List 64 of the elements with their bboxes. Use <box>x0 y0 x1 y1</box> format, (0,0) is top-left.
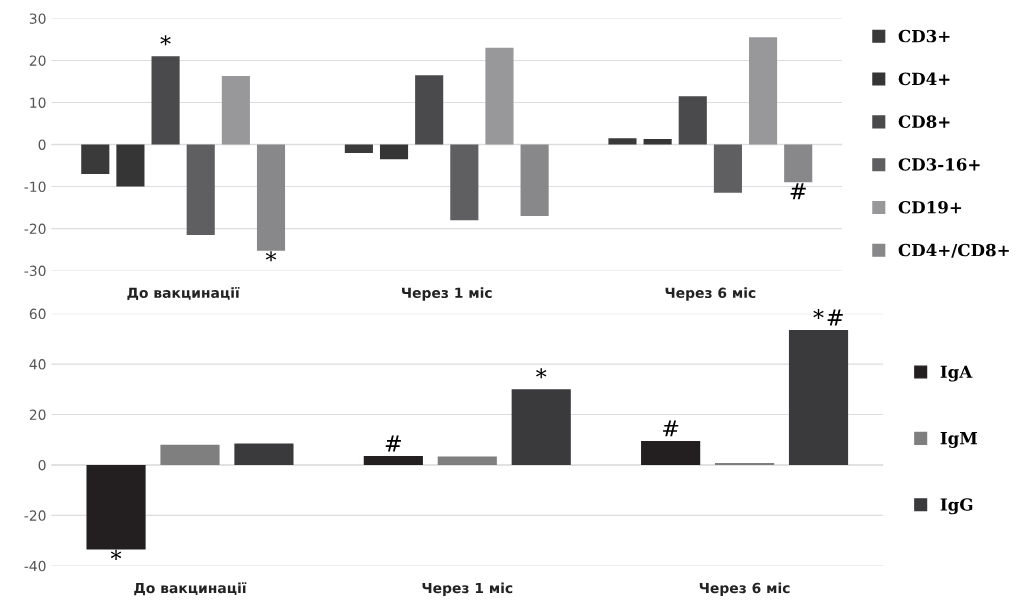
legend-label: IgM <box>940 432 977 448</box>
y-tick-label: 10 <box>30 97 46 108</box>
legend-label: IgA <box>940 365 973 382</box>
y-tick-label: -20 <box>24 510 46 521</box>
y-tick-label: -30 <box>24 265 46 277</box>
legend-label: CD8+ <box>898 115 950 128</box>
bar <box>186 144 215 235</box>
y-tick-label: 60 <box>29 308 46 320</box>
y-tick-label: -20 <box>24 223 46 235</box>
bar <box>86 464 146 550</box>
bar <box>788 330 849 465</box>
annotation: * <box>265 251 277 262</box>
bar <box>160 444 220 465</box>
annotation: # <box>827 309 843 326</box>
legend-label: CD4+/CD8+ <box>898 243 1009 258</box>
bar <box>363 456 423 465</box>
annotation: * <box>536 368 547 379</box>
bar <box>151 56 180 145</box>
annotation: * <box>110 549 122 560</box>
bar <box>641 440 701 465</box>
y-tick-label: 20 <box>29 409 46 420</box>
x-tick-label: До вакцинації <box>134 582 247 596</box>
bar <box>715 462 775 465</box>
bar <box>450 144 479 221</box>
legend-label: CD3-16+ <box>898 158 980 171</box>
bar <box>713 144 742 193</box>
y-tick-label: -10 <box>24 181 46 193</box>
y-tick-label: 30 <box>29 13 46 24</box>
x-tick-label: До вакцинації <box>127 287 240 300</box>
bar <box>784 144 813 183</box>
annotation: * <box>813 308 824 320</box>
bar <box>678 96 707 145</box>
legend-label: IgG <box>940 498 973 515</box>
bar <box>485 47 514 145</box>
bar <box>256 144 286 251</box>
y-tick-label: 20 <box>29 55 46 66</box>
x-tick-label: Через 1 міс <box>422 582 513 596</box>
bar <box>221 76 250 145</box>
bar <box>608 138 637 145</box>
y-tick-label: 0 <box>38 459 46 471</box>
y-tick-label: 40 <box>29 359 46 370</box>
bar <box>344 144 373 153</box>
bar <box>749 37 778 145</box>
legend-label: CD3+ <box>898 29 950 43</box>
bar <box>643 139 672 145</box>
x-tick-label: Через 6 міс <box>699 582 790 596</box>
annotation: # <box>790 183 806 200</box>
legend-label: CD4+ <box>898 72 950 86</box>
y-tick-label: 0 <box>38 139 46 150</box>
bar <box>116 144 145 187</box>
x-tick-label: Через 1 міс <box>401 287 492 301</box>
bar <box>234 443 294 465</box>
bar <box>379 144 409 160</box>
bar <box>511 389 571 465</box>
bar <box>437 456 497 465</box>
annotation: # <box>663 420 679 437</box>
annotation: # <box>385 435 401 452</box>
bar <box>415 75 444 145</box>
legend-label: CD19+ <box>898 200 962 214</box>
annotation: * <box>160 35 171 46</box>
x-tick-label: Через 6 міс <box>665 287 756 301</box>
bar <box>520 144 549 216</box>
y-tick-label: -40 <box>24 560 46 572</box>
bar <box>81 144 110 174</box>
